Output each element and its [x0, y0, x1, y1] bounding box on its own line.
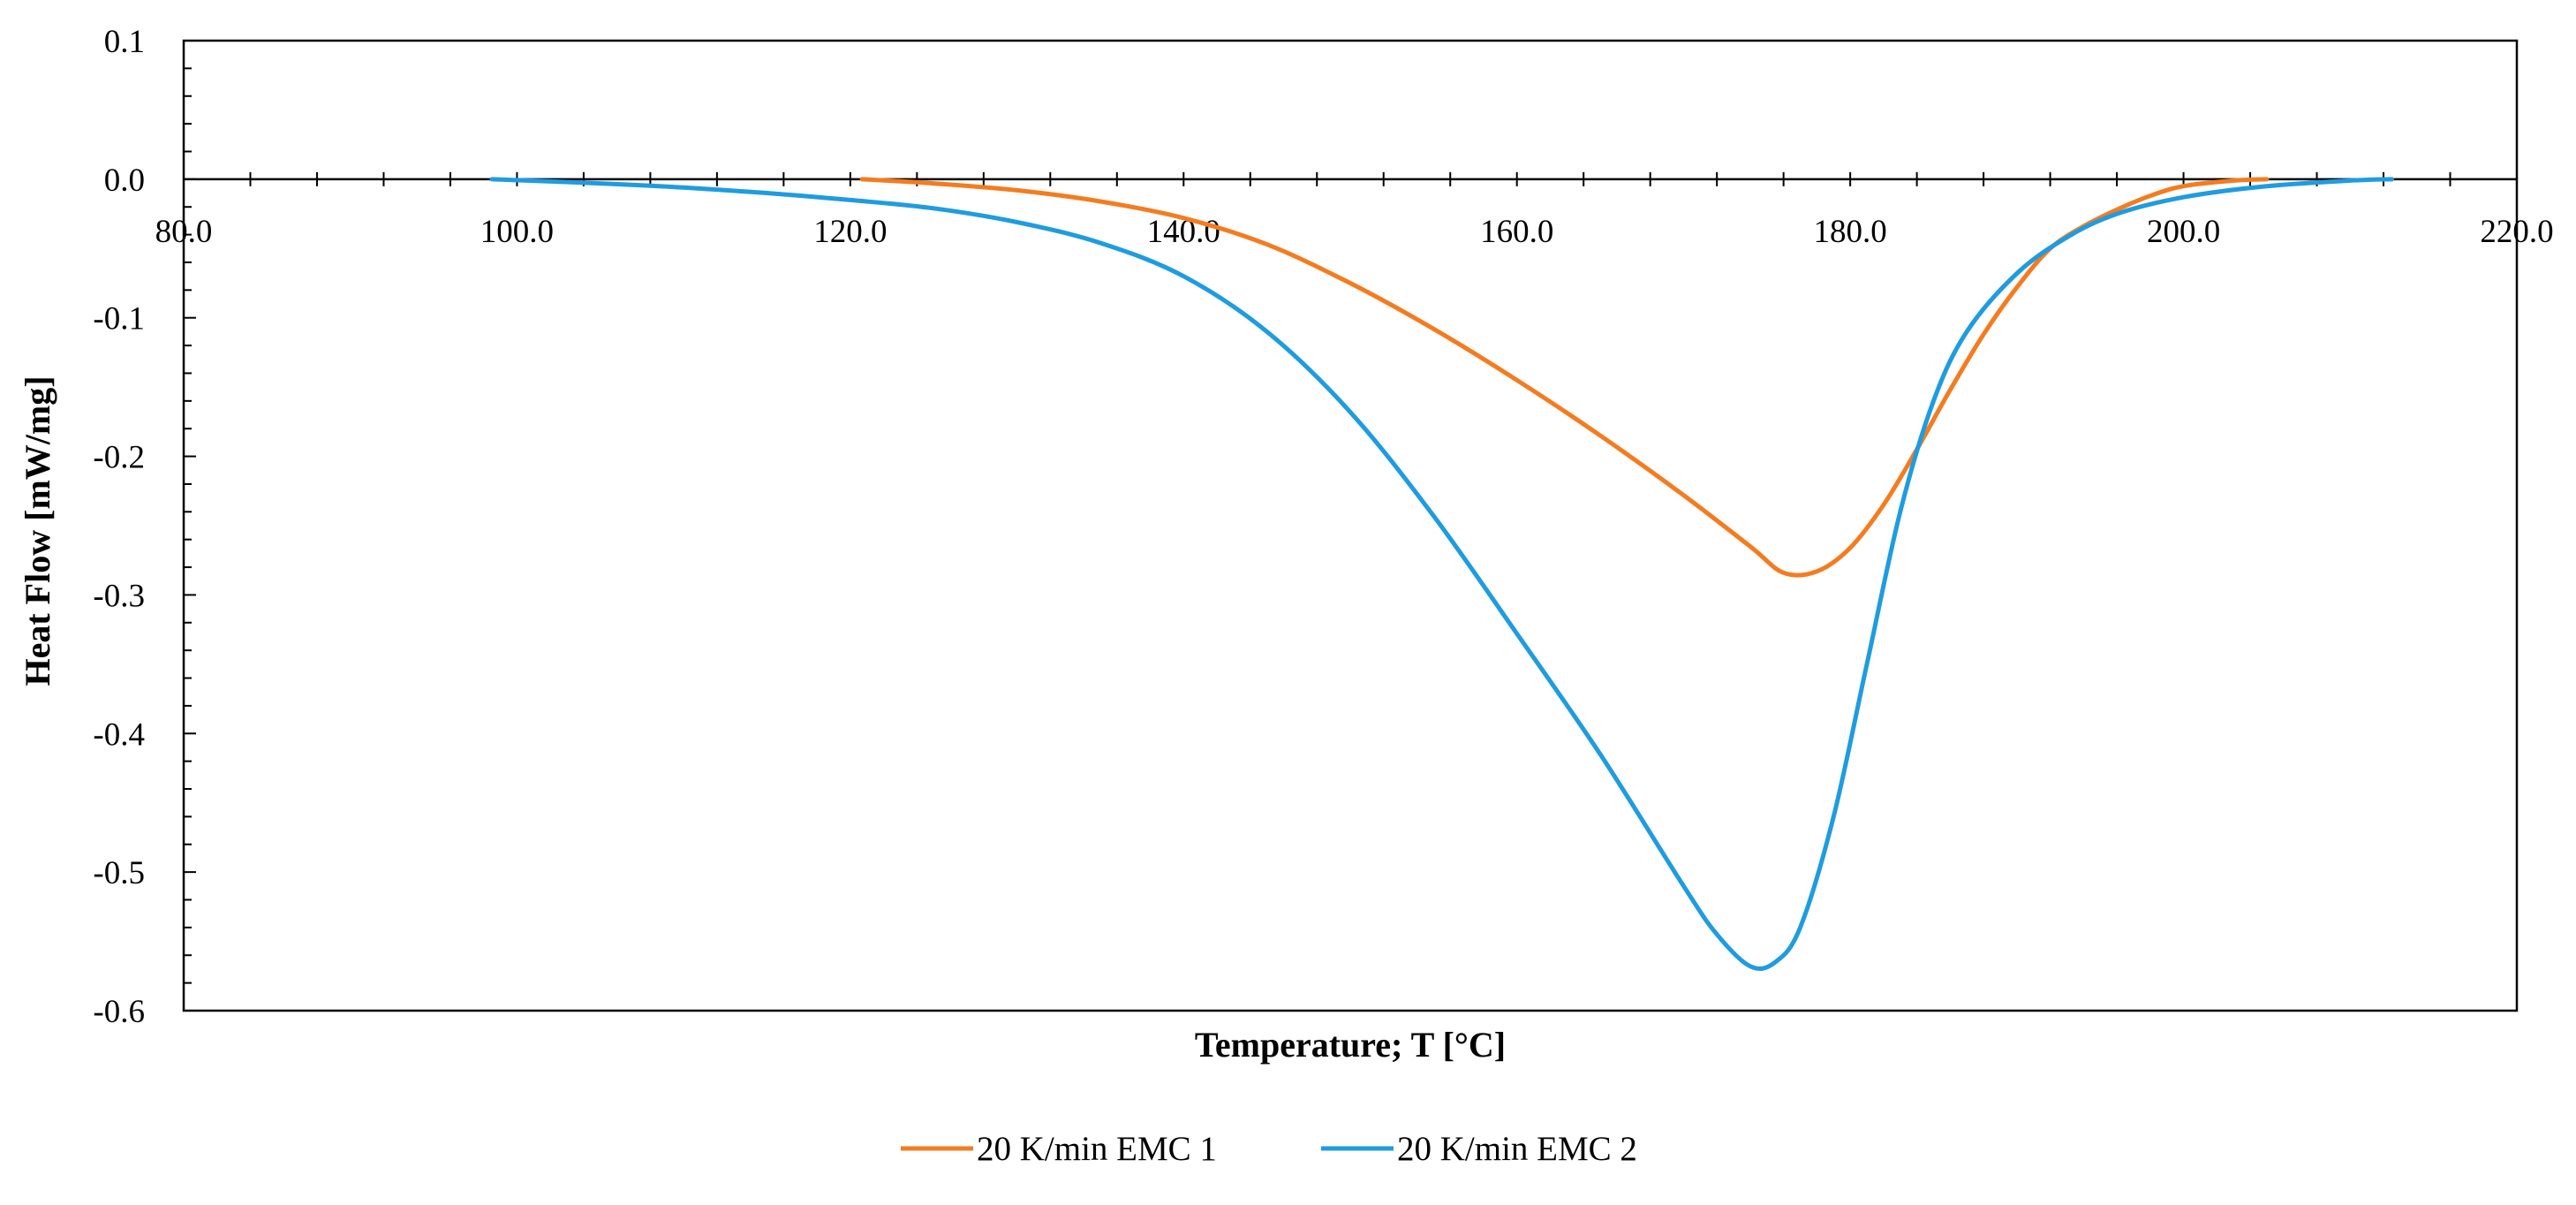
x-tick-label: 80.0 — [155, 214, 213, 250]
y-tick-label: -0.4 — [93, 716, 145, 753]
legend: 20 K/min EMC 1 20 K/min EMC 2 — [901, 1130, 1637, 1168]
y-tick-label: -0.2 — [93, 440, 145, 476]
x-axis-tick-labels: 80.0 100.0 120.0 140.0 160.0 180.0 200.0 220.0 — [155, 214, 2554, 250]
y-tick-label: -0.5 — [93, 855, 145, 891]
legend-label-emc2: 20 K/min EMC 2 — [1397, 1130, 1637, 1168]
x-tick-label: 180.0 — [1814, 214, 1887, 250]
plot-area-frame — [182, 39, 2519, 1012]
x-tick-label: 220.0 — [2480, 214, 2553, 250]
y-axis-tick-labels: 0.1 0.0 -0.1 -0.2 -0.3 -0.4 -0.5 -0.6 — [93, 24, 145, 1030]
legend-label-emc1: 20 K/min EMC 1 — [977, 1130, 1217, 1168]
series-lines — [489, 177, 2394, 972]
x-axis-title: Temperature; T [°C] — [1195, 1025, 1506, 1065]
y-tick-label: -0.3 — [93, 578, 145, 614]
y-axis-minor-ticks — [184, 40, 196, 1012]
y-tick-label: 0.1 — [104, 24, 145, 60]
y-tick-label: -0.1 — [93, 301, 145, 337]
x-tick-label: 200.0 — [2147, 214, 2220, 250]
y-tick-label: 0.0 — [104, 163, 145, 199]
x-tick-label: 160.0 — [1480, 214, 1553, 250]
y-axis-title: Heat Flow [mW/mg] — [18, 375, 57, 686]
series-line-emc2 — [489, 177, 2394, 972]
y-tick-label: -0.6 — [93, 994, 145, 1030]
x-tick-label: 120.0 — [813, 214, 887, 250]
x-tick-label: 100.0 — [480, 214, 554, 250]
